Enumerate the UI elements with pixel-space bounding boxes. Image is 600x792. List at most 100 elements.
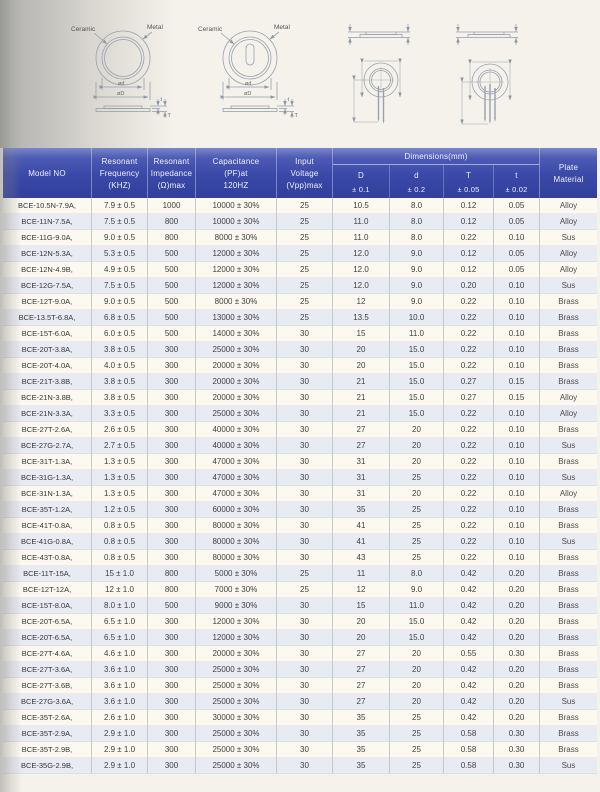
cell-frequency: 1.3 ± 0.5 — [92, 486, 148, 502]
cell-capacitance: 25000 ± 30% — [196, 694, 277, 710]
dim-tolerance-T: ± 0.05 — [444, 181, 494, 198]
cell-model: BCE-12G-7.5A, — [3, 278, 92, 294]
cell-material: Sus — [540, 694, 597, 710]
cell-dim-t: 0.05 — [494, 198, 540, 214]
cell-dim-d: 9.0 — [390, 294, 444, 310]
cell-capacitance: 25000 ± 30% — [196, 662, 277, 678]
table-row: BCE-12G-7.5A, 7.5 ± 0.5 500 12000 ± 30% 25 12… — [3, 278, 597, 294]
table-row: BCE-12N-4.9B, 4.9 ± 0.5 500 12000 ± 30% 25 12… — [3, 262, 597, 278]
cell-capacitance: 8000 ± 30% — [196, 230, 277, 246]
cell-impedance: 300 — [148, 454, 196, 470]
cell-dim-d: 8.0 — [390, 198, 444, 214]
cell-capacitance: 9000 ± 30% — [196, 598, 277, 614]
cell-material: Brass — [540, 598, 597, 614]
table-row: BCE-20T-6.5A, 6.5 ± 1.0 300 12000 ± 30% 30 20… — [3, 614, 597, 630]
cell-dim-t: 0.10 — [494, 310, 540, 326]
cell-dim-T: 0.42 — [444, 662, 494, 678]
cell-frequency: 12 ± 1.0 — [92, 582, 148, 598]
cell-model: BCE-31T-1.3A, — [3, 454, 92, 470]
cell-dim-t: 0.20 — [494, 694, 540, 710]
cell-voltage: 30 — [277, 342, 333, 358]
cell-dim-D: 12.0 — [333, 246, 390, 262]
cell-dim-D: 21 — [333, 374, 390, 390]
header-line: Capacitance — [212, 156, 260, 166]
cell-voltage: 30 — [277, 326, 333, 342]
cell-material: Sus — [540, 278, 597, 294]
cell-dim-t: 0.20 — [494, 582, 540, 598]
cell-capacitance: 30000 ± 30% — [196, 710, 277, 726]
cell-frequency: 7.5 ± 0.5 — [92, 278, 148, 294]
cell-dim-d: 9.0 — [390, 262, 444, 278]
cell-impedance: 500 — [148, 278, 196, 294]
cell-frequency: 2.7 ± 0.5 — [92, 438, 148, 454]
cell-dim-D: 41 — [333, 534, 390, 550]
cell-dim-D: 13.5 — [333, 310, 390, 326]
cell-dim-D: 10.5 — [333, 198, 390, 214]
header-line: Material — [553, 174, 584, 184]
cell-frequency: 0.8 ± 0.5 — [92, 550, 148, 566]
cell-dim-t: 0.10 — [494, 230, 540, 246]
cell-capacitance: 14000 ± 30% — [196, 326, 277, 342]
cell-dim-D: 20 — [333, 342, 390, 358]
cell-dim-t: 0.15 — [494, 374, 540, 390]
cell-dim-d: 8.0 — [390, 566, 444, 582]
cell-dim-d: 25 — [390, 518, 444, 534]
table-row: BCE-27T-3.6B, 3.6 ± 1.0 300 25000 ± 30% 30 27… — [3, 678, 597, 694]
cell-dim-T: 0.22 — [444, 438, 494, 454]
cell-voltage: 30 — [277, 438, 333, 454]
cell-voltage: 25 — [277, 262, 333, 278]
cell-model: BCE-20T-6.5A, — [3, 630, 92, 646]
cell-frequency: 3.6 ± 1.0 — [92, 662, 148, 678]
cell-model: BCE-20T-6.5A, — [3, 614, 92, 630]
cell-material: Alloy — [540, 198, 597, 214]
cell-impedance: 500 — [148, 246, 196, 262]
cell-material: Brass — [540, 294, 597, 310]
cell-dim-T: 0.58 — [444, 726, 494, 742]
cell-material: Sus — [540, 758, 597, 774]
cell-material: Brass — [540, 342, 597, 358]
cell-dim-D: 27 — [333, 678, 390, 694]
cell-material: Brass — [540, 726, 597, 742]
cell-dim-d: 9.0 — [390, 278, 444, 294]
cell-dim-t: 0.10 — [494, 278, 540, 294]
cell-dim-t: 0.30 — [494, 726, 540, 742]
cell-dim-t: 0.10 — [494, 454, 540, 470]
table-row: BCE-41T-0.8A, 0.8 ± 0.5 300 80000 ± 30% 30 41… — [3, 518, 597, 534]
cell-dim-d: 8.0 — [390, 214, 444, 230]
cell-capacitance: 25000 ± 30% — [196, 726, 277, 742]
cell-dim-D: 12.0 — [333, 278, 390, 294]
cell-model: BCE-21T-3.8B, — [3, 374, 92, 390]
cell-capacitance: 40000 ± 30% — [196, 438, 277, 454]
cell-dim-d: 25 — [390, 550, 444, 566]
cell-dim-D: 27 — [333, 662, 390, 678]
cell-dim-t: 0.10 — [494, 342, 540, 358]
cell-dim-T: 0.20 — [444, 278, 494, 294]
cell-capacitance: 47000 ± 30% — [196, 454, 277, 470]
cell-dim-D: 21 — [333, 390, 390, 406]
dim-tolerance-d: ± 0.2 — [390, 181, 444, 198]
table-row: BCE-12N-5.3A, 5.3 ± 0.5 500 12000 ± 30% 25 12… — [3, 246, 597, 262]
cell-frequency: 9.0 ± 0.5 — [92, 294, 148, 310]
cell-dim-D: 27 — [333, 438, 390, 454]
cell-dim-d: 25 — [390, 502, 444, 518]
cell-frequency: 2.9 ± 1.0 — [92, 726, 148, 742]
cell-dim-d: 15.0 — [390, 630, 444, 646]
cell-frequency: 0.8 ± 0.5 — [92, 534, 148, 550]
cell-dim-t: 0.05 — [494, 262, 540, 278]
cell-dim-d: 15.0 — [390, 406, 444, 422]
cell-dim-D: 12 — [333, 582, 390, 598]
cell-voltage: 25 — [277, 310, 333, 326]
cell-material: Sus — [540, 230, 597, 246]
cell-voltage: 30 — [277, 358, 333, 374]
cell-model: BCE-20T-4.0A, — [3, 358, 92, 374]
element-with-three-leads — [456, 24, 518, 125]
thickness-T-label: T — [168, 113, 172, 119]
cell-frequency: 4.9 ± 0.5 — [92, 262, 148, 278]
cell-dim-T: 0.22 — [444, 294, 494, 310]
cell-model: BCE-20T-3.8A, — [3, 342, 92, 358]
cell-voltage: 30 — [277, 454, 333, 470]
cell-material: Sus — [540, 438, 597, 454]
cell-dim-T: 0.42 — [444, 598, 494, 614]
cell-model: BCE-27T-2.6A, — [3, 422, 92, 438]
cell-frequency: 4.0 ± 0.5 — [92, 358, 148, 374]
